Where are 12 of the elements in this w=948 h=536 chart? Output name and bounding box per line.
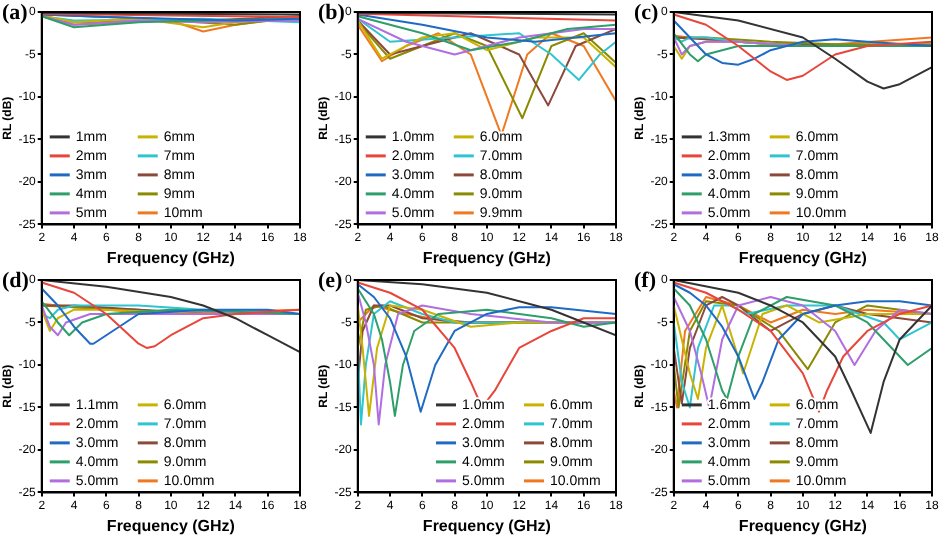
x-axis-title: Frequency (GHz): [738, 248, 868, 267]
x-axis-title: Frequency (GHz): [738, 516, 868, 535]
x-axis-title: Frequency (GHz): [106, 516, 236, 535]
chart-title: (b): [318, 0, 346, 25]
chart-title: (d): [2, 268, 30, 293]
chart-title: (c): [634, 0, 660, 25]
chart-title: (a): [2, 0, 29, 25]
x-axis-title: Frequency (GHz): [106, 248, 236, 267]
chart-title: (e): [318, 268, 344, 293]
x-axis-title: Frequency (GHz): [422, 516, 552, 535]
x-axis-title: Frequency (GHz): [422, 248, 552, 267]
chart-title: (f): [634, 268, 657, 293]
